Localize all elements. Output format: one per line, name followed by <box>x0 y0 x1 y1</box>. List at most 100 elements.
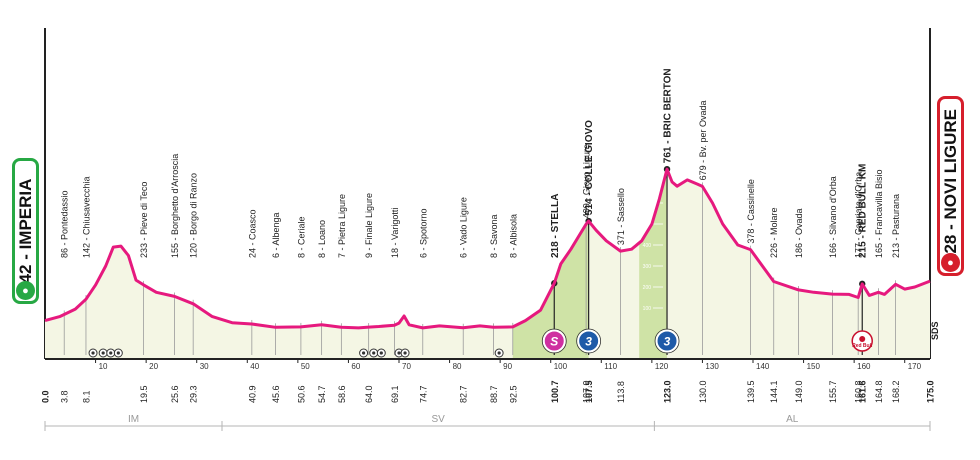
elevation-tick: 300 <box>643 264 664 270</box>
place-label: 155 - Borghetto d'Arroscia <box>170 154 180 258</box>
elevation-tick-label: 100 <box>643 306 652 312</box>
place-label: 679 - Bv. per Ovada <box>698 101 708 181</box>
region-label: AL <box>786 414 799 425</box>
km-label: 54.7 <box>317 385 327 403</box>
place-label: 8 - Albisola <box>508 214 518 258</box>
km-label: 92.5 <box>508 385 518 403</box>
km-label: 58.6 <box>337 385 347 403</box>
km-label: 82.7 <box>459 385 469 403</box>
axis-tick-label: 70 <box>402 362 411 371</box>
bike-icon: ● <box>16 281 35 300</box>
place-label: 186 - Ovada <box>794 208 804 258</box>
km-label: 40.9 <box>247 385 257 403</box>
km-label: 113.8 <box>616 381 626 403</box>
axis-tick-label: 160 <box>857 362 871 371</box>
tunnel-icon <box>403 351 407 355</box>
elevation-tick-label: 200 <box>643 285 652 291</box>
place-label: 18 - Varigotti <box>390 208 400 258</box>
place-label: 761 - BRIC BERTON <box>663 68 674 163</box>
axis-tick-label: 130 <box>705 362 719 371</box>
place-label: 7 - Pietra Ligure <box>337 194 347 258</box>
red-bull-km-icon <box>859 336 866 342</box>
tunnel-icon <box>116 351 120 355</box>
km-label: 88.7 <box>489 385 499 403</box>
finish-badge: 228 - NOVI LIGURE ● <box>937 96 964 276</box>
km-label: 29.3 <box>189 385 199 403</box>
km-label: 100.7 <box>550 380 560 403</box>
place-label: 8 - Savona <box>489 214 499 258</box>
place-label: 142 - Chiusavecchia <box>82 176 92 258</box>
km-label: 69.1 <box>390 385 400 403</box>
km-label: 3.8 <box>60 390 70 403</box>
km-label: 149.0 <box>794 380 804 403</box>
gpm-icon <box>655 329 679 353</box>
tunnel-icon <box>109 351 113 355</box>
elevation-tick: 100 <box>643 306 664 312</box>
start-badge: 42 - IMPERIA ● <box>12 158 39 304</box>
tunnel-icon <box>362 351 366 355</box>
tunnel-icon <box>372 351 376 355</box>
axis-tick-label: 10 <box>99 362 108 371</box>
place-label: 6 - Vado Ligure <box>459 197 469 258</box>
axis-tick-label: 140 <box>756 362 770 371</box>
km-label: 144.1 <box>769 380 779 403</box>
profile-fill <box>45 169 930 359</box>
place-label: 226 - Molare <box>769 207 779 258</box>
tunnel-icon <box>497 351 501 355</box>
tunnel-icon <box>379 351 383 355</box>
elevation-tick-label: 400 <box>643 243 652 249</box>
place-label: 177 - Capriata d'Orba <box>854 172 864 258</box>
climb-area <box>512 221 589 359</box>
place-label: 8 - Loano <box>317 220 327 258</box>
gpm-category-label: 3 <box>585 335 592 349</box>
km-label: 139.5 <box>746 380 756 403</box>
sprint-icon <box>542 329 566 353</box>
km-label: 0.0 <box>41 390 51 403</box>
axis-tick-label: 50 <box>301 362 310 371</box>
place-label: 166 - Silvano d'Orba <box>828 176 838 258</box>
sds-label: SDS <box>930 321 940 340</box>
region-label: IM <box>128 414 139 425</box>
axis-tick-label: 60 <box>351 362 360 371</box>
place-label: 8 - Ceriale <box>296 216 306 258</box>
axis-tick-label: 120 <box>655 362 669 371</box>
axis-tick-label: 90 <box>503 362 512 371</box>
place-label: 213 - Pasturana <box>891 194 901 258</box>
gpm-icon <box>577 329 601 353</box>
tunnel-icon <box>91 351 95 355</box>
gpm-icon <box>654 328 680 354</box>
km-label: 155.7 <box>828 380 838 403</box>
km-label: 175.0 <box>926 380 936 403</box>
tunnel-icon <box>101 351 105 355</box>
km-label: 107.5 <box>584 380 594 403</box>
axis-tick-label: 20 <box>149 362 158 371</box>
place-label: 371 - Sassello <box>616 188 626 245</box>
km-label: 19.5 <box>139 385 149 403</box>
axis-tick-label: 170 <box>908 362 922 371</box>
tunnel-icon <box>397 351 401 355</box>
place-label: 218 - STELLA <box>550 194 561 258</box>
place-label: 499 - Giovo Ligure <box>582 144 592 218</box>
place-label: 165 - Francavilla Bisio <box>874 169 884 258</box>
km-label: 168.2 <box>891 380 901 403</box>
place-label: 6 - Albenga <box>271 212 281 258</box>
place-label: 378 - Cassinelle <box>746 179 756 244</box>
km-label: 123.0 <box>663 380 673 403</box>
km-label: 74.7 <box>418 385 428 403</box>
km-label: 45.6 <box>271 385 281 403</box>
place-label: 86 - Pontedassio <box>60 190 70 258</box>
place-label: 215 - RED BULL KM <box>858 164 869 258</box>
km-label: 50.6 <box>296 385 306 403</box>
elevation-tick-label: 600 <box>643 201 652 207</box>
red-bull-km-label: Red Bull <box>852 343 873 349</box>
place-label: 6 - Spotorno <box>418 208 428 258</box>
finish-label: 228 - NOVI LIGURE <box>940 109 960 263</box>
km-label: 164.8 <box>874 380 884 403</box>
km-label: 107.0 <box>582 380 592 403</box>
climb-area <box>639 169 668 359</box>
place-label: 9 - Finale Ligure <box>364 193 374 258</box>
km-label: 161.6 <box>858 380 868 403</box>
elevation-tick-label: 500 <box>643 222 652 228</box>
axis-tick-label: 110 <box>604 362 617 371</box>
km-label: 160.8 <box>854 380 864 403</box>
